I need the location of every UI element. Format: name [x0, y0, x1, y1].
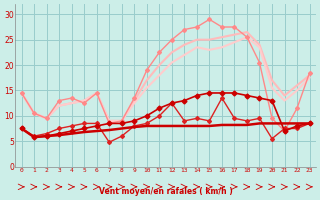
X-axis label: Vent moyen/en rafales ( km/h ): Vent moyen/en rafales ( km/h ): [99, 187, 232, 196]
